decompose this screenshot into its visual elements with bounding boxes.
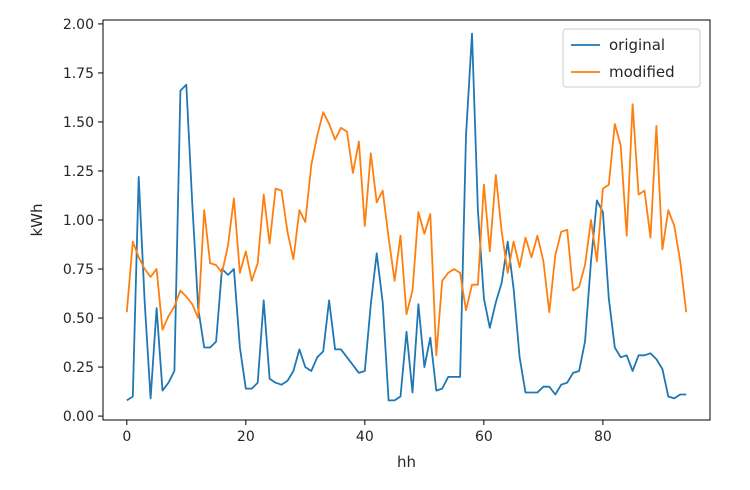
y-axis-ticks: 0.00 0.25 0.50 0.75 1.00 1.25 1.50 1.75 2.00 — [63, 17, 103, 425]
legend: original modified — [562, 28, 701, 88]
y-tick-label: 2.00 — [63, 17, 94, 33]
y-tick-label: 0.50 — [63, 311, 94, 327]
y-tick-label: 1.75 — [63, 66, 94, 82]
x-tick-label: 60 — [475, 429, 493, 445]
legend-label-original: original — [609, 36, 665, 54]
y-tick-label: 0.00 — [63, 409, 94, 425]
y-tick-label: 1.00 — [63, 213, 94, 229]
x-axis-ticks: 0 20 40 60 80 — [122, 420, 612, 445]
plot-frame — [102, 19, 711, 421]
y-tick-label: 0.25 — [63, 360, 94, 376]
series-line-modified — [125, 103, 688, 357]
y-axis-label: kWh — [28, 203, 46, 236]
y-tick-label: 0.75 — [63, 262, 94, 278]
y-tick-label: 1.25 — [63, 164, 94, 180]
x-tick-label: 80 — [594, 429, 612, 445]
y-tick-label: 1.50 — [63, 115, 94, 131]
x-tick-label: 40 — [356, 429, 374, 445]
x-tick-label: 20 — [237, 429, 255, 445]
x-tick-label: 0 — [122, 429, 131, 445]
x-axis-label: hh — [397, 453, 416, 471]
series-lines — [125, 32, 688, 402]
series-line-original — [126, 32, 687, 402]
legend-label-modified: modified — [609, 63, 675, 81]
